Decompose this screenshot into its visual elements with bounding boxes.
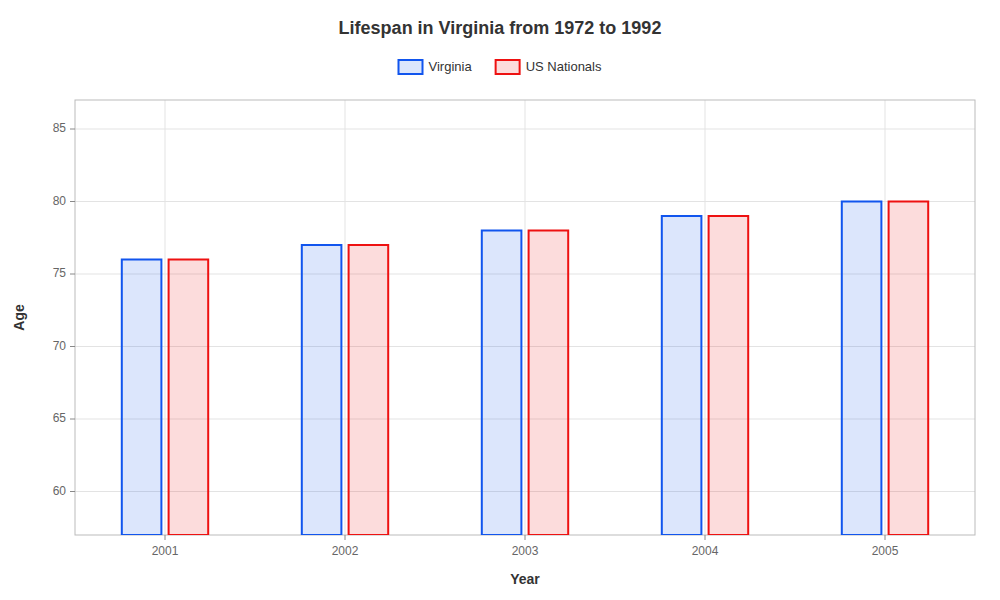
bar <box>169 260 209 536</box>
x-tick <box>885 535 886 540</box>
y-tick <box>70 491 75 492</box>
x-tick-label: 2003 <box>512 544 539 558</box>
legend-item: Virginia <box>399 59 473 74</box>
legend-label: Virginia <box>429 59 473 74</box>
y-axis: 60 65 70 75 80 85 <box>53 121 75 498</box>
x-grid-line <box>705 100 706 535</box>
y-tick-label: 65 <box>53 411 67 425</box>
y-tick-label: 80 <box>53 194 67 208</box>
y-tick <box>70 274 75 275</box>
y-axis-label: Age <box>11 304 27 331</box>
legend-item: US Nationals <box>496 59 602 74</box>
y-tick <box>70 419 75 420</box>
plot-frame <box>75 100 975 535</box>
x-grid-line <box>885 100 886 535</box>
title: Lifespan in Virginia from 1972 to 1992 <box>339 18 662 38</box>
bar <box>709 216 749 535</box>
x-tick-label: 2005 <box>872 544 899 558</box>
x-tick-label: 2002 <box>332 544 359 558</box>
x-tick <box>345 535 346 540</box>
x-tick-label: 2004 <box>692 544 719 558</box>
x-tick-label: 2001 <box>152 544 179 558</box>
y-tick <box>70 346 75 347</box>
y-tick-label: 85 <box>53 121 67 135</box>
y-tick-label: 75 <box>53 266 67 280</box>
bar <box>482 231 522 536</box>
x-axis: 2001 2002 2003 2004 2005 <box>152 535 899 558</box>
y-tick-label: 70 <box>53 339 67 353</box>
legend-swatch <box>399 60 423 74</box>
bar <box>349 245 389 535</box>
bar <box>529 231 569 536</box>
x-tick <box>525 535 526 540</box>
x-axis-label: Year <box>510 571 540 587</box>
x-grid-line <box>345 100 346 535</box>
grid <box>75 100 975 535</box>
bar <box>842 202 882 536</box>
x-grid-line <box>525 100 526 535</box>
x-tick <box>165 535 166 540</box>
x-grid-line <box>165 100 166 535</box>
legend-swatch <box>496 60 520 74</box>
x-tick <box>705 535 706 540</box>
y-tick-label: 60 <box>53 484 67 498</box>
bar <box>302 245 342 535</box>
bar <box>122 260 162 536</box>
legend-label: US Nationals <box>526 59 602 74</box>
y-tick <box>70 201 75 202</box>
y-tick <box>70 129 75 130</box>
bar <box>889 202 929 536</box>
bar <box>662 216 702 535</box>
chart: 60 65 70 75 80 85 2001 2002 2003 2004 2005 Year Age L… <box>0 0 1000 600</box>
bars <box>122 202 928 536</box>
legend: Virginia US Nationals <box>399 59 602 74</box>
